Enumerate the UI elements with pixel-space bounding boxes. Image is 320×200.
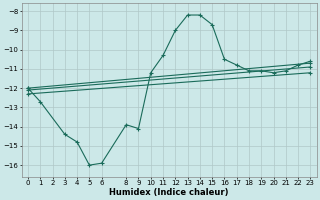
X-axis label: Humidex (Indice chaleur): Humidex (Indice chaleur) [109,188,229,197]
